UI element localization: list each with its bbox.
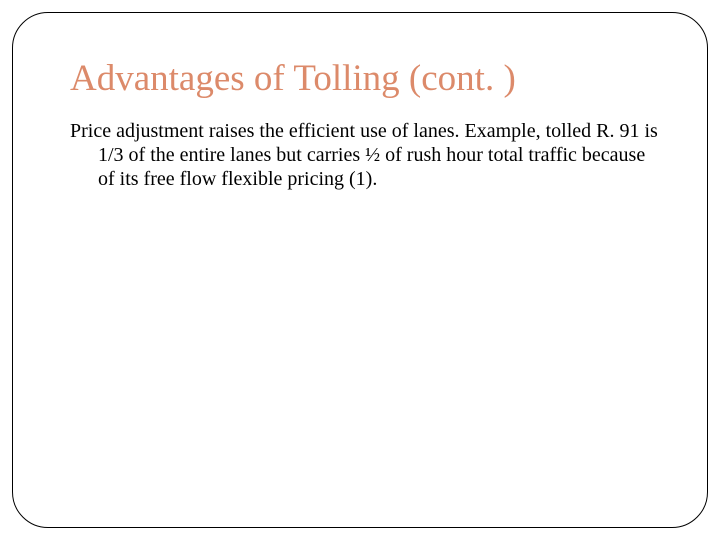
slide-content: Advantages of Tolling (cont. ) Price adj… bbox=[70, 58, 660, 192]
slide-body-text: Price adjustment raises the efficient us… bbox=[70, 119, 660, 192]
slide: Advantages of Tolling (cont. ) Price adj… bbox=[0, 0, 720, 540]
slide-title: Advantages of Tolling (cont. ) bbox=[70, 58, 660, 101]
slide-body: Price adjustment raises the efficient us… bbox=[70, 119, 660, 192]
